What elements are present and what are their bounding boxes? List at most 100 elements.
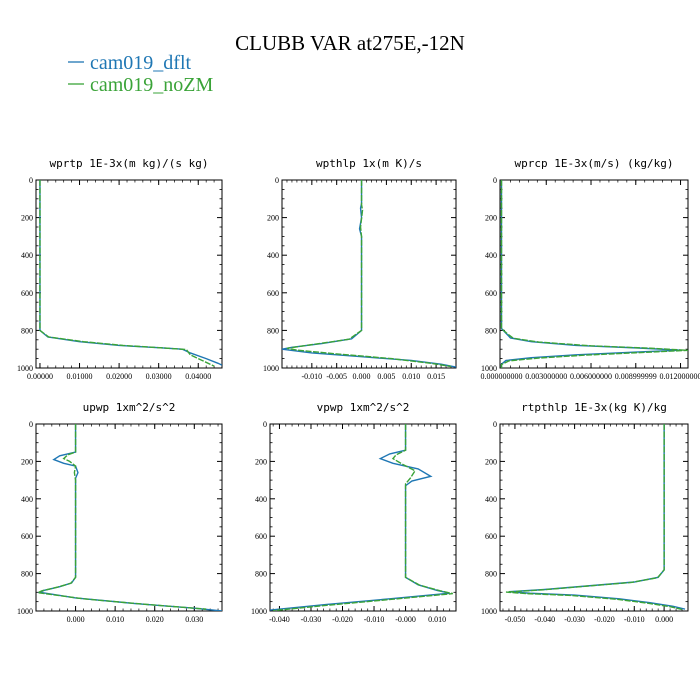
series-line-dflt xyxy=(39,180,222,366)
series-line-dflt xyxy=(37,424,222,611)
y-tick-label: 800 xyxy=(267,326,279,335)
x-tick-label: -0.050 xyxy=(505,615,526,624)
y-tick-label: 800 xyxy=(255,570,267,579)
panel-1: wprtp 1E-3x(m kg)/(s kg) 0 200 400 600 800 100… xyxy=(17,157,223,381)
x-tick-label: -0.005 xyxy=(326,372,347,381)
x-tick-label: -0.030 xyxy=(301,615,322,624)
x-tick-label: -0.000 xyxy=(395,615,416,624)
panel-title: rtpthlp 1E-3x(kg K)/kg xyxy=(521,401,667,414)
panel-6: rtpthlp 1E-3x(kg K)/kg02004006008001000-… xyxy=(481,401,689,624)
plot-frame xyxy=(499,423,689,612)
x-tick-label: 0.04000 xyxy=(185,372,211,381)
x-tick-label: 0.005 xyxy=(377,372,395,381)
y-tick-label: 600 xyxy=(21,289,33,298)
series-line-nozm xyxy=(505,424,683,611)
y-tick-label: 0 xyxy=(493,176,497,185)
panels: wprtp 1E-3x(m kg)/(s kg) 0 200 400 600 800 100… xyxy=(17,157,700,624)
plot-frame xyxy=(281,179,457,369)
x-tick-label: 0.030 xyxy=(185,615,203,624)
x-tick-label: 0.015 xyxy=(427,372,445,381)
y-tick-label: 200 xyxy=(485,457,497,466)
plot-frame xyxy=(35,423,223,612)
y-tick-label: 400 xyxy=(21,251,33,260)
y-tick-label: 800 xyxy=(485,326,497,335)
panel-2: wpthlp 1x(m K)/s 0 200 400 600 800 1000 -0.010-… xyxy=(263,157,457,381)
panel-5: vpwp 1xm^2/s^2 0 200 400 600 800 1000-0.040 -0.… xyxy=(251,401,457,624)
x-tick-label: 0.008999999 xyxy=(615,372,657,381)
y-tick-label: 200 xyxy=(255,457,267,466)
y-tick-label: 0 xyxy=(275,176,279,185)
series-line-nozm xyxy=(500,180,688,368)
panel-title: wpthlp 1x(m K)/s xyxy=(316,157,422,170)
x-tick-label: 0.012000000 xyxy=(660,372,700,381)
series-line-dflt xyxy=(270,424,450,611)
legend-label-dflt: cam019_dflt xyxy=(90,52,192,74)
y-tick-label: 200 xyxy=(267,214,279,223)
panel-4: upwp 1xm^2/s^2 0 200 400 600 800 1000 0.000 0.01… xyxy=(17,401,223,624)
y-tick-label: 1000 xyxy=(17,607,33,616)
y-tick-label: 200 xyxy=(485,214,497,223)
panel-title: upwp 1xm^2/s^2 xyxy=(83,401,176,414)
x-tick-label: 0.010 xyxy=(428,615,446,624)
y-tick-label: 800 xyxy=(21,326,33,335)
x-tick-label: 0.01000 xyxy=(67,372,93,381)
y-tick-label: 400 xyxy=(255,495,267,504)
x-tick-label: -0.040 xyxy=(269,615,290,624)
y-tick-label: 400 xyxy=(485,495,497,504)
panel-title: vpwp 1xm^2/s^2 xyxy=(317,401,410,414)
x-tick-label: 0.003000000 xyxy=(525,372,567,381)
series-line-nozm xyxy=(273,424,454,611)
x-tick-label: 0.02000 xyxy=(106,372,132,381)
series-line-nozm xyxy=(36,424,207,610)
legend: cam019_dflt cam019_noZM xyxy=(68,52,214,96)
x-tick-label: 0.000 xyxy=(655,615,673,624)
figure-title: CLUBB VAR at275E,-12N xyxy=(235,31,465,55)
x-tick-label: 0.020 xyxy=(146,615,164,624)
x-tick-label: 0.000 xyxy=(67,615,85,624)
y-tick-label: 1000 xyxy=(263,364,279,373)
y-tick-label: 0 xyxy=(493,420,497,429)
panel-title: wprcp 1E-3x(m/s) (kg/kg) xyxy=(515,157,674,170)
panel-3: wprcp 1E-3x(m/s) (kg/kg) 0 200 400 600 800 100… xyxy=(480,157,700,381)
x-tick-label: 0.000 xyxy=(353,372,371,381)
x-tick-label: -0.020 xyxy=(594,615,615,624)
y-tick-label: 0 xyxy=(263,420,267,429)
x-tick-label: -0.040 xyxy=(534,615,555,624)
x-tick-label: 0.00000 xyxy=(27,372,53,381)
y-tick-label: 600 xyxy=(485,532,497,541)
plot-frame xyxy=(269,423,457,612)
y-tick-label: 1000 xyxy=(481,364,497,373)
y-tick-label: 800 xyxy=(485,570,497,579)
series-line-nozm xyxy=(286,180,452,368)
plot-frame xyxy=(499,179,689,369)
y-tick-label: 0 xyxy=(29,176,33,185)
y-tick-label: 600 xyxy=(267,289,279,298)
panel-title: wprtp 1E-3x(m kg)/(s kg) xyxy=(50,157,209,170)
y-tick-label: 1000 xyxy=(17,364,33,373)
y-tick-label: 600 xyxy=(21,532,33,541)
y-tick-label: 200 xyxy=(21,214,33,223)
y-tick-label: 400 xyxy=(21,495,33,504)
y-tick-label: 800 xyxy=(21,570,33,579)
x-tick-label: 0.03000 xyxy=(146,372,172,381)
x-tick-label: -0.020 xyxy=(332,615,353,624)
legend-label-nozm: cam019_noZM xyxy=(90,74,214,96)
y-tick-label: 600 xyxy=(255,532,267,541)
y-tick-label: 400 xyxy=(267,251,279,260)
x-tick-label: -0.030 xyxy=(564,615,585,624)
x-tick-label: 0.010 xyxy=(106,615,124,624)
series-line-nozm xyxy=(39,180,215,367)
y-tick-label: 1000 xyxy=(481,607,497,616)
series-line-dflt xyxy=(282,180,456,368)
x-tick-label: -0.010 xyxy=(301,372,322,381)
x-tick-label: 0.010 xyxy=(402,372,420,381)
y-tick-label: 400 xyxy=(485,251,497,260)
y-tick-label: 600 xyxy=(485,289,497,298)
y-tick-label: 1000 xyxy=(251,607,267,616)
series-line-dflt xyxy=(500,180,681,368)
y-tick-label: 200 xyxy=(21,457,33,466)
series-line-dflt xyxy=(508,424,686,610)
x-tick-label: 0.000000000 xyxy=(480,372,522,381)
